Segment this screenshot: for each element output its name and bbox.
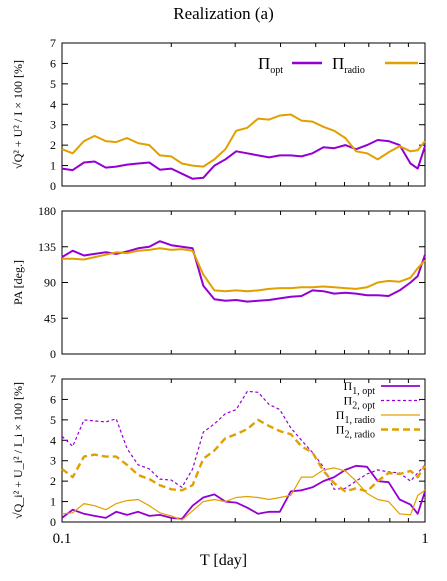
legend-entry: Πradio bbox=[332, 54, 365, 76]
plot-frame-0 bbox=[61, 42, 426, 187]
y-tick-label-1: 90 bbox=[44, 276, 56, 290]
series-line-1-1 bbox=[62, 247, 426, 293]
series-line-0-0 bbox=[61, 139, 426, 180]
y-tick-label-2: 5 bbox=[50, 413, 56, 427]
series-line-2-2 bbox=[61, 467, 426, 521]
y-axis-label-2: √Q_i² + U_i² / I_i × 100 [%] bbox=[11, 382, 25, 519]
y-tick-label-2: 1 bbox=[50, 495, 56, 509]
y-axis-label-0: √Q² + U² / I × 100 [%] bbox=[11, 60, 25, 169]
legend-entry: Π2, radio bbox=[336, 423, 375, 441]
y-tick-label-1: 0 bbox=[50, 347, 56, 361]
y-tick-label-2: 4 bbox=[50, 433, 56, 447]
svg-text:PA [deg.]: PA [deg.] bbox=[11, 260, 25, 305]
x-tick-label: 0.1 bbox=[53, 531, 72, 547]
plot-frame-1 bbox=[61, 210, 426, 355]
y-tick-label-2: 0 bbox=[50, 515, 56, 529]
x-tick-label: 1 bbox=[421, 531, 429, 547]
y-tick-label-0: 2 bbox=[50, 138, 56, 152]
y-tick-label-1: 180 bbox=[38, 204, 56, 218]
series-line-2-1 bbox=[61, 390, 426, 490]
y-tick-label-0: 0 bbox=[50, 179, 56, 193]
figure-title: Realization (a) bbox=[173, 4, 274, 23]
y-tick-label-0: 6 bbox=[50, 56, 56, 70]
legend-entry: Π1, opt bbox=[344, 379, 376, 397]
svg-text:√Q_i² + U_i² / I_i × 100 [%]: √Q_i² + U_i² / I_i × 100 [%] bbox=[11, 382, 25, 519]
y-tick-label-0: 5 bbox=[50, 77, 56, 91]
y-tick-label-0: 1 bbox=[50, 159, 56, 173]
legend-entry: Πopt bbox=[258, 54, 283, 76]
y-tick-label-0: 7 bbox=[50, 36, 56, 50]
series-line-0-1 bbox=[61, 113, 426, 168]
y-tick-label-1: 45 bbox=[44, 311, 56, 325]
y-tick-label-2: 6 bbox=[50, 392, 56, 406]
svg-text:√Q² + U² / I × 100 [%]: √Q² + U² / I × 100 [%] bbox=[11, 60, 25, 169]
series-line-2-0 bbox=[61, 464, 426, 520]
y-tick-label-1: 135 bbox=[38, 240, 56, 254]
y-tick-label-2: 3 bbox=[50, 454, 56, 468]
y-tick-label-0: 3 bbox=[50, 118, 56, 132]
plot-frame-2 bbox=[61, 378, 426, 523]
series-line-2-3 bbox=[61, 418, 427, 493]
series-line-1-0 bbox=[61, 240, 426, 303]
y-axis-label-1: PA [deg.] bbox=[11, 260, 25, 305]
y-tick-label-0: 4 bbox=[50, 97, 56, 111]
legend-entry: Π1, radio bbox=[336, 408, 375, 426]
x-axis-label: T [day] bbox=[199, 552, 248, 569]
legend-top: Πopt Πradio bbox=[258, 54, 418, 76]
y-tick-label-2: 7 bbox=[50, 372, 56, 386]
legend-entry: Π2, opt bbox=[344, 394, 376, 412]
y-tick-label-2: 2 bbox=[50, 474, 56, 488]
